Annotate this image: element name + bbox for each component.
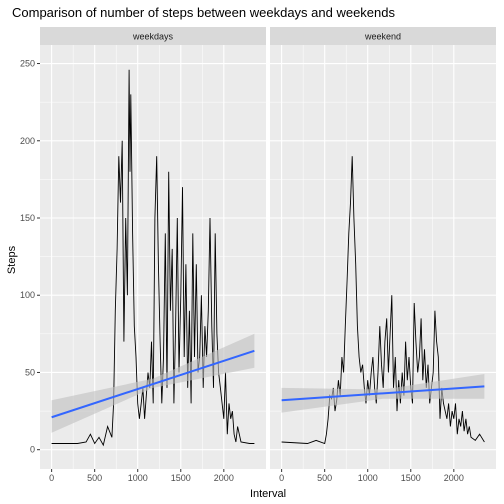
y-tick-label: 250 — [20, 59, 35, 69]
x-axis-title: Interval — [250, 488, 286, 500]
y-tick-label: 50 — [25, 367, 35, 377]
x-tick-label: 1500 — [401, 473, 421, 483]
trend-line-weekdays — [51, 349, 255, 419]
x-tick-label: 1000 — [358, 473, 378, 483]
y-axis: 0 50 100 150 200 250 — [20, 59, 40, 455]
facet-panel-weekdays: weekdays — [40, 27, 266, 469]
facet-panels: weekdays weekend — [40, 27, 496, 469]
strip-background — [40, 27, 266, 45]
strip-background — [270, 27, 496, 45]
strip-label: weekend — [364, 32, 401, 42]
x-tick-label: 500 — [317, 473, 332, 483]
trend-line-weekend — [281, 385, 485, 402]
x-tick-label: 2000 — [214, 473, 234, 483]
x-tick-label: 0 — [279, 473, 284, 483]
y-tick-label: 150 — [20, 213, 35, 223]
strip-label: weekdays — [132, 32, 174, 42]
y-tick-label: 100 — [20, 290, 35, 300]
chart-title: Comparison of number of steps between we… — [12, 5, 395, 20]
y-tick-label: 0 — [30, 445, 35, 455]
x-tick-label: 0 — [49, 473, 54, 483]
x-tick-label: 500 — [87, 473, 102, 483]
y-axis-title: Steps — [6, 245, 18, 274]
x-tick-label: 2000 — [444, 473, 464, 483]
x-tick-label: 1500 — [171, 473, 191, 483]
x-axis: 0 500 1000 1500 2000 0 500 1000 1500 2000 — [49, 469, 464, 483]
x-tick-label: 1000 — [128, 473, 148, 483]
y-tick-label: 200 — [20, 136, 35, 146]
facet-panel-weekend: weekend — [270, 27, 496, 469]
